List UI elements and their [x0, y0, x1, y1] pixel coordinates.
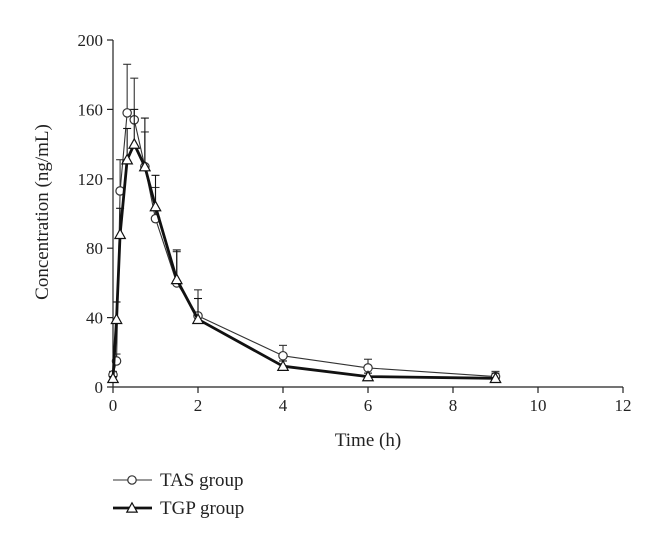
legend-item-tgp: TGP group [113, 498, 244, 519]
x-tick-label: 10 [530, 396, 547, 415]
data-point-triangle [113, 227, 127, 240]
series-layer [106, 63, 502, 384]
y-tick-label: 80 [86, 239, 103, 258]
y-tick-label: 0 [95, 378, 104, 397]
x-axis-title: Time (h) [335, 430, 401, 451]
x-tick-label: 12 [615, 396, 632, 415]
x-tick-label: 2 [194, 396, 203, 415]
y-tick-label: 120 [78, 170, 104, 189]
data-point-circle [127, 475, 137, 485]
data-point-triangle [110, 312, 123, 325]
y-tick-label: 40 [86, 309, 103, 328]
data-point-circle [122, 108, 132, 118]
series-tgp [106, 108, 502, 384]
data-point-triangle [361, 370, 375, 382]
legend-label: TAS group [160, 470, 243, 491]
data-point-circle [278, 350, 288, 361]
x-tick-label: 0 [109, 396, 118, 415]
data-point-triangle [149, 200, 162, 212]
series-tas [108, 63, 501, 382]
data-point-triangle [128, 137, 141, 149]
data-point-triangle [125, 501, 139, 513]
data-point-triangle [489, 371, 502, 384]
series-line [111, 142, 496, 380]
legend-label: TGP group [160, 498, 244, 519]
data-point-triangle [170, 272, 183, 285]
legend-item-tas: TAS group [113, 470, 243, 491]
x-tick-label: 8 [449, 396, 458, 415]
y-tick-label: 160 [78, 100, 104, 119]
legend: TAS group TGP group [113, 470, 244, 519]
data-point-triangle [191, 312, 205, 325]
data-point-triangle [276, 359, 290, 371]
y-tick-label: 200 [78, 31, 104, 50]
x-tick-label: 6 [364, 396, 373, 415]
x-tick-label: 4 [279, 396, 288, 415]
axes: 0 40 80 120 160 200 0 2 4 6 8 10 12 [78, 31, 632, 415]
y-axis-title: Concentration (ng/mL) [32, 124, 53, 300]
data-point-triangle [106, 371, 120, 384]
series-line [112, 112, 496, 378]
data-point-triangle [120, 153, 134, 165]
data-point-triangle [138, 160, 152, 172]
